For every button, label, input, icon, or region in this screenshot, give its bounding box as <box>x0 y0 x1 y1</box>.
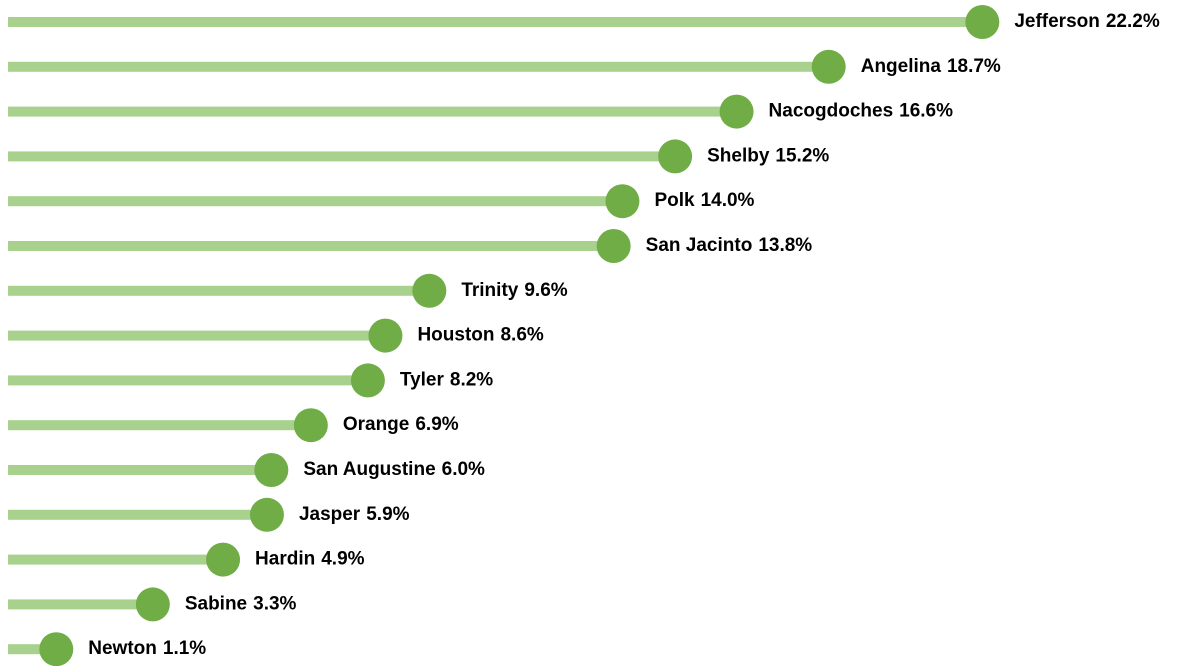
category-label: Shelby <box>707 145 770 166</box>
dot <box>605 184 640 219</box>
stem <box>8 554 224 565</box>
category-label: Newton <box>88 638 157 659</box>
category-label: Jefferson <box>1014 11 1100 32</box>
value-label: 15.2% <box>775 145 829 166</box>
value-label: 4.9% <box>321 549 364 570</box>
stem <box>8 465 272 475</box>
value-label: 8.2% <box>450 369 493 390</box>
category-label: Hardin <box>255 549 315 570</box>
value-label: 22.2% <box>1106 11 1160 32</box>
category-label: Orange <box>343 414 410 435</box>
value-label: 8.6% <box>500 325 543 346</box>
dot <box>249 497 284 532</box>
stem <box>8 61 829 72</box>
value-label: 5.9% <box>366 504 409 525</box>
value-label: 3.3% <box>253 593 296 614</box>
dot <box>350 363 385 398</box>
dot <box>293 408 328 443</box>
value-label: 1.1% <box>163 638 206 659</box>
dot <box>412 273 447 308</box>
stem <box>8 106 737 117</box>
dot <box>811 49 846 84</box>
dot <box>596 229 631 263</box>
category-label: Polk <box>654 190 695 211</box>
stem <box>8 285 430 296</box>
stem <box>8 420 311 431</box>
dot <box>965 5 1000 39</box>
value-label: 18.7% <box>947 56 1001 77</box>
category-label: Houston <box>417 325 494 346</box>
stem <box>8 196 623 207</box>
category-label: Angelina <box>861 56 942 77</box>
stem <box>8 151 676 162</box>
value-label: 6.9% <box>415 414 458 435</box>
stem <box>8 375 368 386</box>
category-label: Nacogdoches <box>769 101 894 122</box>
dot <box>658 139 693 174</box>
dot <box>135 587 170 622</box>
dot <box>368 318 403 353</box>
dot <box>206 542 241 577</box>
stem <box>8 330 386 341</box>
category-label: San Jacinto <box>646 235 753 256</box>
stem <box>8 509 267 520</box>
stem <box>8 644 57 655</box>
category-label: Jasper <box>299 504 361 525</box>
stem <box>8 599 153 610</box>
value-label: 13.8% <box>758 235 812 256</box>
value-label: 14.0% <box>701 190 755 211</box>
category-label: Tyler <box>400 369 445 390</box>
value-label: 6.0% <box>442 459 485 480</box>
value-label: 9.6% <box>524 280 567 301</box>
category-label: Trinity <box>461 280 518 301</box>
category-label: San Augustine <box>303 459 435 480</box>
category-label: Sabine <box>185 593 247 614</box>
dot <box>254 453 289 487</box>
dot <box>719 94 754 129</box>
value-label: 16.6% <box>899 101 953 122</box>
stem <box>8 241 614 251</box>
dot <box>39 632 74 666</box>
stem <box>8 17 983 27</box>
